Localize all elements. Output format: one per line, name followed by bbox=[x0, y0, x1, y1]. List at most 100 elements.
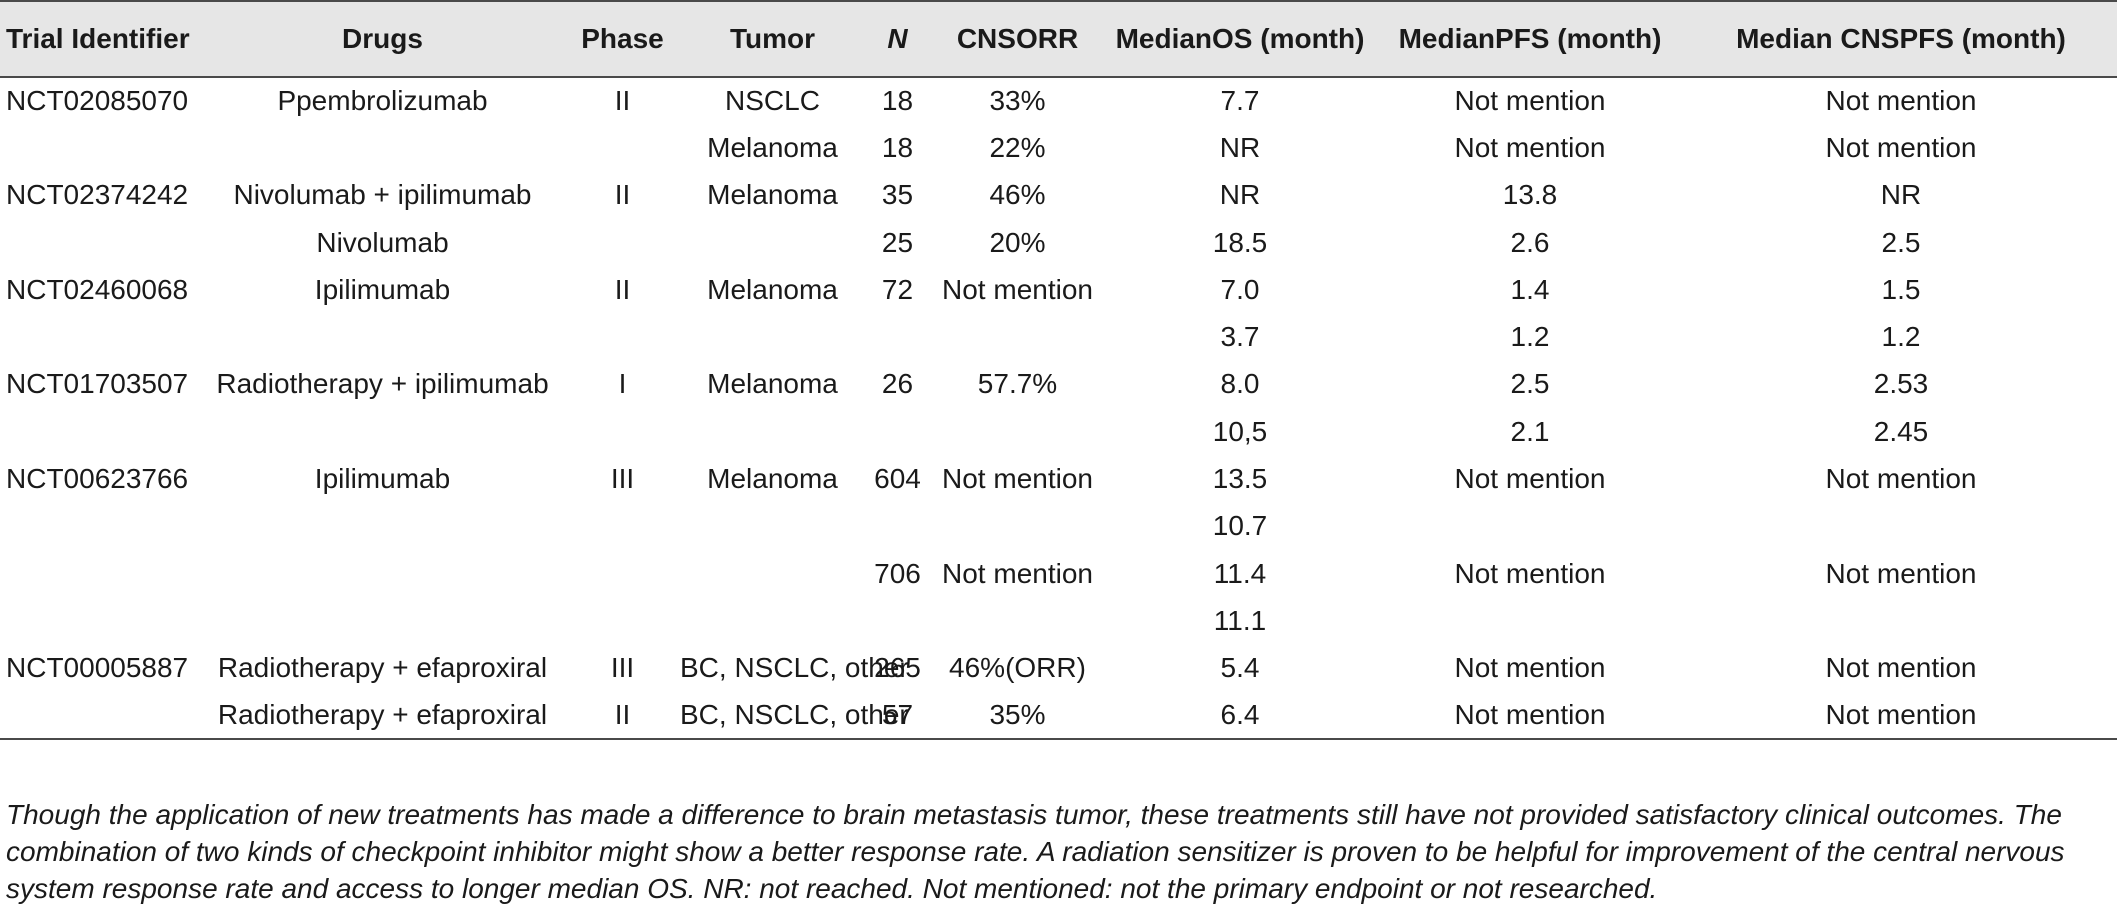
cell-cnsorr: 33% bbox=[989, 85, 1046, 117]
header-cnsorr: CNSORR bbox=[930, 0, 1105, 78]
table-row: Nivolumab 25 20% 18.5 2.6 2.5 bbox=[0, 219, 2117, 266]
cell-drugs: Radiotherapy + efaproxiral bbox=[200, 691, 565, 741]
header-median-pfs: MedianPFS (month) bbox=[1375, 0, 1685, 78]
table-caption: Though the application of new treatments… bbox=[6, 799, 2065, 904]
cell-median-os: 11.1 bbox=[1213, 604, 1267, 636]
cell-tumor: BC, NSCLC, other bbox=[680, 691, 909, 741]
cell-median-pfs: Not mention bbox=[1454, 85, 1606, 117]
cell-phase bbox=[565, 408, 680, 455]
cell-median-os: 10,5 bbox=[1212, 415, 1268, 447]
cell-drugs: Nivolumab + ipilimumab bbox=[233, 179, 532, 211]
cell-phase: III bbox=[610, 652, 635, 684]
cell-phase: II bbox=[614, 179, 631, 211]
cell-median-cnspfs: Not mention bbox=[1825, 131, 1977, 163]
cell-drugs bbox=[200, 124, 565, 171]
cell-median-os: 7.0 bbox=[1220, 273, 1260, 305]
table-row: NCT01703507 Radiotherapy + ipilimumab I Mel… bbox=[0, 361, 2117, 408]
cell-drugs: Radiotherapy + efaproxiral bbox=[217, 652, 548, 684]
cell-trial-identifier bbox=[0, 408, 200, 455]
cell-cnsorr: 35% bbox=[930, 691, 1105, 741]
cell-median-os: 13.5 bbox=[1212, 463, 1268, 495]
cell-tumor: Melanoma bbox=[707, 179, 838, 211]
cell-n: 604 bbox=[874, 463, 921, 495]
cell-trial-identifier bbox=[0, 550, 200, 597]
table-row: 11.1 bbox=[0, 597, 2117, 644]
cell-phase: II bbox=[614, 85, 631, 117]
cell-cnsorr: Not mention bbox=[942, 273, 1093, 305]
cell-median-os: 11.4 bbox=[1213, 557, 1267, 589]
cell-drugs: Ipilimumab bbox=[314, 273, 451, 305]
cell-phase bbox=[565, 313, 680, 360]
cell-trial-identifier bbox=[0, 313, 200, 360]
header-median-os: MedianOS (month) bbox=[1105, 0, 1375, 78]
cell-median-pfs: Not mention bbox=[1375, 691, 1685, 741]
cell-trial-identifier: NCT02085070 bbox=[6, 85, 189, 117]
cell-trial-identifier bbox=[0, 503, 200, 550]
table-row: 706 Not mention 11.4 Not mention Not mention bbox=[0, 550, 2117, 597]
cell-n: 26 bbox=[881, 368, 914, 400]
cell-drugs: Nivolumab bbox=[316, 226, 449, 258]
cell-phase bbox=[565, 124, 680, 171]
cell-tumor bbox=[680, 550, 865, 597]
cell-n: 72 bbox=[881, 273, 914, 305]
table-row: 10.7 bbox=[0, 503, 2117, 550]
cell-n bbox=[865, 597, 930, 644]
header-trial-identifier: Trial Identifier bbox=[0, 0, 200, 78]
cell-drugs bbox=[200, 503, 565, 550]
cell-median-cnspfs: Not mention bbox=[1825, 463, 1977, 495]
cell-median-pfs bbox=[1375, 597, 1685, 644]
cell-median-pfs bbox=[1375, 503, 1685, 550]
cell-median-cnspfs: 2.45 bbox=[1873, 415, 1929, 447]
header-median-cnspfs: Median CNSPFS (month) bbox=[1685, 0, 2117, 78]
cell-median-cnspfs bbox=[1685, 503, 2117, 550]
table-header-row: Trial Identifier Drugs Phase Tumor N CNS… bbox=[0, 0, 2117, 78]
cell-trial-identifier bbox=[0, 597, 200, 644]
cell-drugs bbox=[200, 550, 565, 597]
cell-tumor: Melanoma bbox=[707, 273, 838, 305]
table-row: Radiotherapy + efaproxiral II BC, NSCLC, o… bbox=[0, 691, 2117, 741]
table-row: NCT00623766 Ipilimumab III Melanoma 604 Not m… bbox=[0, 455, 2117, 502]
cell-median-os: 10.7 bbox=[1212, 510, 1268, 542]
cell-tumor: Melanoma bbox=[707, 368, 838, 400]
cell-drugs bbox=[200, 313, 565, 360]
cell-phase bbox=[565, 503, 680, 550]
cell-n: 706 bbox=[874, 557, 921, 589]
cell-cnsorr: 57.7% bbox=[977, 368, 1058, 400]
cell-median-pfs: Not mention bbox=[1454, 131, 1606, 163]
cell-tumor: BC, NSCLC, other bbox=[680, 652, 909, 684]
cell-phase bbox=[565, 550, 680, 597]
table-row: NCT02374242 Nivolumab + ipilimumab II Melan… bbox=[0, 172, 2117, 219]
cell-cnsorr: 22% bbox=[989, 131, 1046, 163]
cell-tumor bbox=[680, 503, 865, 550]
cell-cnsorr: 46%(ORR) bbox=[949, 652, 1086, 684]
table-row: NCT02460068 Ipilimumab II Melanoma 72 Not men… bbox=[0, 266, 2117, 313]
cell-drugs bbox=[200, 597, 565, 644]
cell-trial-identifier: NCT01703507 bbox=[6, 368, 189, 400]
cell-n: 18 bbox=[881, 131, 914, 163]
cell-cnsorr bbox=[930, 313, 1105, 360]
header-tumor: Tumor bbox=[680, 0, 865, 78]
table-row: 3.7 1.2 1.2 bbox=[0, 313, 2117, 360]
cell-median-os: 5.4 bbox=[1220, 652, 1260, 684]
cell-trial-identifier bbox=[0, 124, 200, 171]
cell-n bbox=[865, 503, 930, 550]
table-row: NCT00005887 Radiotherapy + efaproxiral III… bbox=[0, 645, 2117, 692]
cell-median-os: 3.7 bbox=[1220, 321, 1260, 353]
cell-drugs: Ppembrolizumab bbox=[277, 85, 488, 117]
cell-phase: I bbox=[618, 368, 627, 400]
cell-median-cnspfs: Not mention bbox=[1825, 85, 1977, 117]
cell-median-cnspfs: NR bbox=[1880, 179, 1922, 211]
cell-median-pfs: 1.2 bbox=[1510, 321, 1550, 353]
cell-n: 57 bbox=[865, 691, 930, 741]
cell-median-cnspfs: 2.5 bbox=[1881, 226, 1921, 258]
cell-n bbox=[865, 313, 930, 360]
cell-median-pfs: 2.6 bbox=[1510, 226, 1550, 258]
cell-phase bbox=[565, 219, 680, 266]
table-row: 10,5 2.1 2.45 bbox=[0, 408, 2117, 455]
cell-median-cnspfs bbox=[1685, 597, 2117, 644]
cell-cnsorr bbox=[930, 408, 1105, 455]
cell-median-os: 7.7 bbox=[1220, 85, 1260, 117]
cell-median-os: 18.5 bbox=[1212, 226, 1268, 258]
cell-median-os: NR bbox=[1219, 179, 1261, 211]
